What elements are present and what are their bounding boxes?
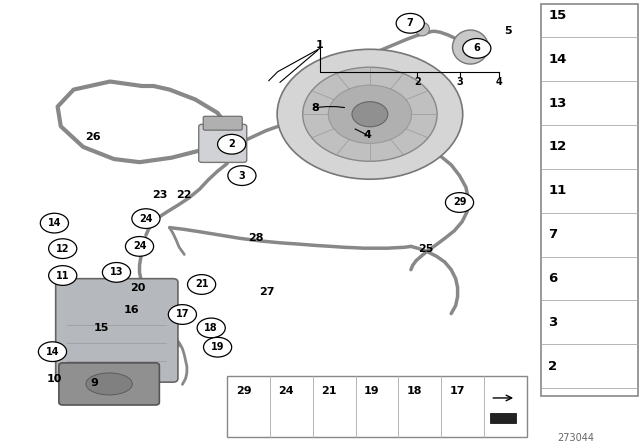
FancyBboxPatch shape	[59, 363, 159, 405]
Text: 28: 28	[248, 233, 264, 243]
FancyBboxPatch shape	[172, 309, 193, 319]
Text: 2: 2	[414, 77, 420, 86]
Circle shape	[463, 39, 491, 58]
Circle shape	[38, 342, 67, 362]
Ellipse shape	[86, 373, 132, 395]
Text: 6: 6	[474, 43, 480, 53]
Text: 9: 9	[91, 378, 99, 388]
Text: 16: 16	[124, 305, 139, 315]
Text: 14: 14	[548, 52, 567, 66]
Circle shape	[49, 239, 77, 258]
Text: 29: 29	[236, 386, 252, 396]
Text: 18: 18	[204, 323, 218, 333]
FancyBboxPatch shape	[56, 279, 178, 382]
Circle shape	[49, 266, 77, 285]
FancyBboxPatch shape	[198, 125, 247, 162]
Circle shape	[188, 275, 216, 294]
Ellipse shape	[415, 22, 429, 36]
Text: 10: 10	[47, 374, 62, 383]
Text: 24: 24	[278, 386, 294, 396]
Text: 14: 14	[47, 218, 61, 228]
Text: 24: 24	[132, 241, 147, 251]
Circle shape	[352, 102, 388, 127]
FancyBboxPatch shape	[490, 413, 516, 422]
Circle shape	[328, 85, 412, 143]
Text: 3: 3	[239, 171, 245, 181]
FancyBboxPatch shape	[209, 342, 227, 350]
Text: 2: 2	[548, 360, 557, 373]
Text: 15: 15	[93, 323, 109, 333]
Text: 4: 4	[496, 77, 502, 86]
Text: 8: 8	[311, 103, 319, 112]
Circle shape	[132, 209, 160, 228]
Circle shape	[168, 305, 196, 324]
FancyBboxPatch shape	[227, 376, 527, 437]
Text: 4: 4	[364, 130, 371, 140]
Circle shape	[102, 263, 131, 282]
Text: 6: 6	[548, 272, 557, 285]
Text: 19: 19	[211, 342, 225, 352]
Text: 15: 15	[548, 9, 567, 22]
FancyBboxPatch shape	[200, 323, 221, 332]
Text: 17: 17	[450, 386, 465, 396]
Text: 20: 20	[130, 283, 145, 293]
Text: 25: 25	[418, 244, 433, 254]
Circle shape	[197, 318, 225, 338]
Text: 21: 21	[321, 386, 337, 396]
Circle shape	[218, 134, 246, 154]
Circle shape	[125, 237, 154, 256]
Text: 18: 18	[407, 386, 422, 396]
Text: 273044: 273044	[557, 433, 595, 443]
Circle shape	[303, 67, 437, 161]
Text: 1: 1	[316, 40, 324, 50]
Text: 27: 27	[259, 287, 275, 297]
Text: 21: 21	[195, 280, 209, 289]
Text: 7: 7	[407, 18, 413, 28]
Text: 2: 2	[228, 139, 235, 149]
Text: 22: 22	[177, 190, 192, 200]
Text: 17: 17	[175, 310, 189, 319]
Text: 11: 11	[56, 271, 70, 280]
FancyBboxPatch shape	[541, 4, 638, 396]
Text: 19: 19	[364, 386, 380, 396]
FancyBboxPatch shape	[204, 116, 243, 130]
Ellipse shape	[452, 30, 488, 64]
Circle shape	[396, 13, 424, 33]
Text: 3: 3	[456, 77, 463, 86]
Text: 14: 14	[45, 347, 60, 357]
Circle shape	[40, 213, 68, 233]
Text: 26: 26	[85, 132, 100, 142]
Circle shape	[228, 166, 256, 185]
Text: 3: 3	[548, 316, 557, 329]
Text: 13: 13	[548, 96, 567, 110]
Text: 29: 29	[452, 198, 467, 207]
Text: 12: 12	[548, 140, 567, 154]
Circle shape	[204, 337, 232, 357]
Circle shape	[277, 49, 463, 179]
Text: 5: 5	[504, 26, 512, 36]
Text: 13: 13	[109, 267, 124, 277]
Text: 7: 7	[548, 228, 557, 241]
Circle shape	[445, 193, 474, 212]
Text: 12: 12	[56, 244, 70, 254]
Text: 11: 11	[548, 184, 567, 198]
Text: 24: 24	[139, 214, 153, 224]
Text: 23: 23	[152, 190, 168, 200]
